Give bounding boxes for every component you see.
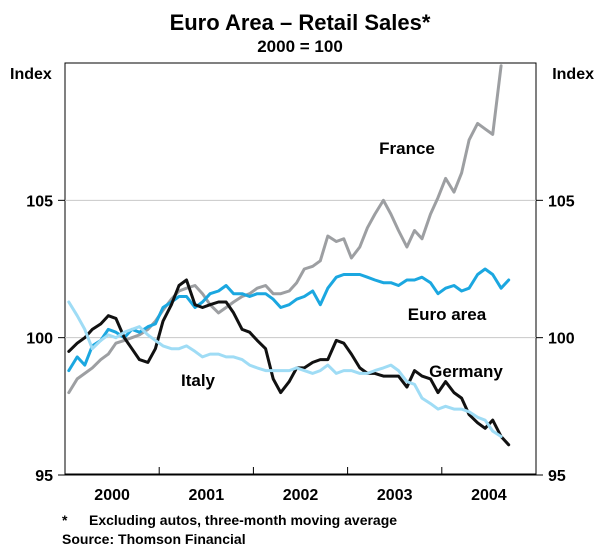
y-tick-label-left-105: 105 <box>26 193 53 210</box>
y-tick-label-left-100: 100 <box>26 331 53 348</box>
euro-area-series-label: Euro area <box>408 305 487 324</box>
x-tick-label-2004: 2004 <box>471 487 507 504</box>
x-tick-label-2000: 2000 <box>94 487 130 504</box>
germany-line <box>67 278 511 447</box>
y-tick-label-right-100: 100 <box>548 331 575 348</box>
france-line <box>67 64 503 395</box>
y-axis-ticks: 95 95 100 100 105 105 <box>26 193 575 485</box>
x-tick-label-2002: 2002 <box>283 487 319 504</box>
footnote-text: Excluding autos, three-month moving aver… <box>89 512 397 528</box>
italy-line <box>67 300 503 438</box>
chart-title: Euro Area – Retail Sales* <box>170 10 431 35</box>
left-axis-unit: Index <box>10 66 52 83</box>
x-tick-label-2003: 2003 <box>377 487 413 504</box>
plot-frame <box>64 62 537 475</box>
y-tick-label-right-95: 95 <box>548 468 566 485</box>
horizontal-gridlines <box>65 199 536 339</box>
x-tick-label-2001: 2001 <box>189 487 225 504</box>
footnote-marker: * <box>62 512 68 528</box>
y-tick-label-right-105: 105 <box>548 193 575 210</box>
germany-series-label: Germany <box>429 362 503 381</box>
source-note: Source: Thomson Financial <box>62 531 246 547</box>
y-tick-label-left-95: 95 <box>35 468 53 485</box>
italy-series-label: Italy <box>181 371 216 390</box>
france-series-label: France <box>379 139 435 158</box>
right-axis-unit: Index <box>552 66 594 83</box>
chart-subtitle: 2000 = 100 <box>257 37 343 56</box>
x-axis-ticks: 2000 2001 2002 2003 2004 <box>94 467 537 504</box>
series-lines <box>67 64 511 447</box>
